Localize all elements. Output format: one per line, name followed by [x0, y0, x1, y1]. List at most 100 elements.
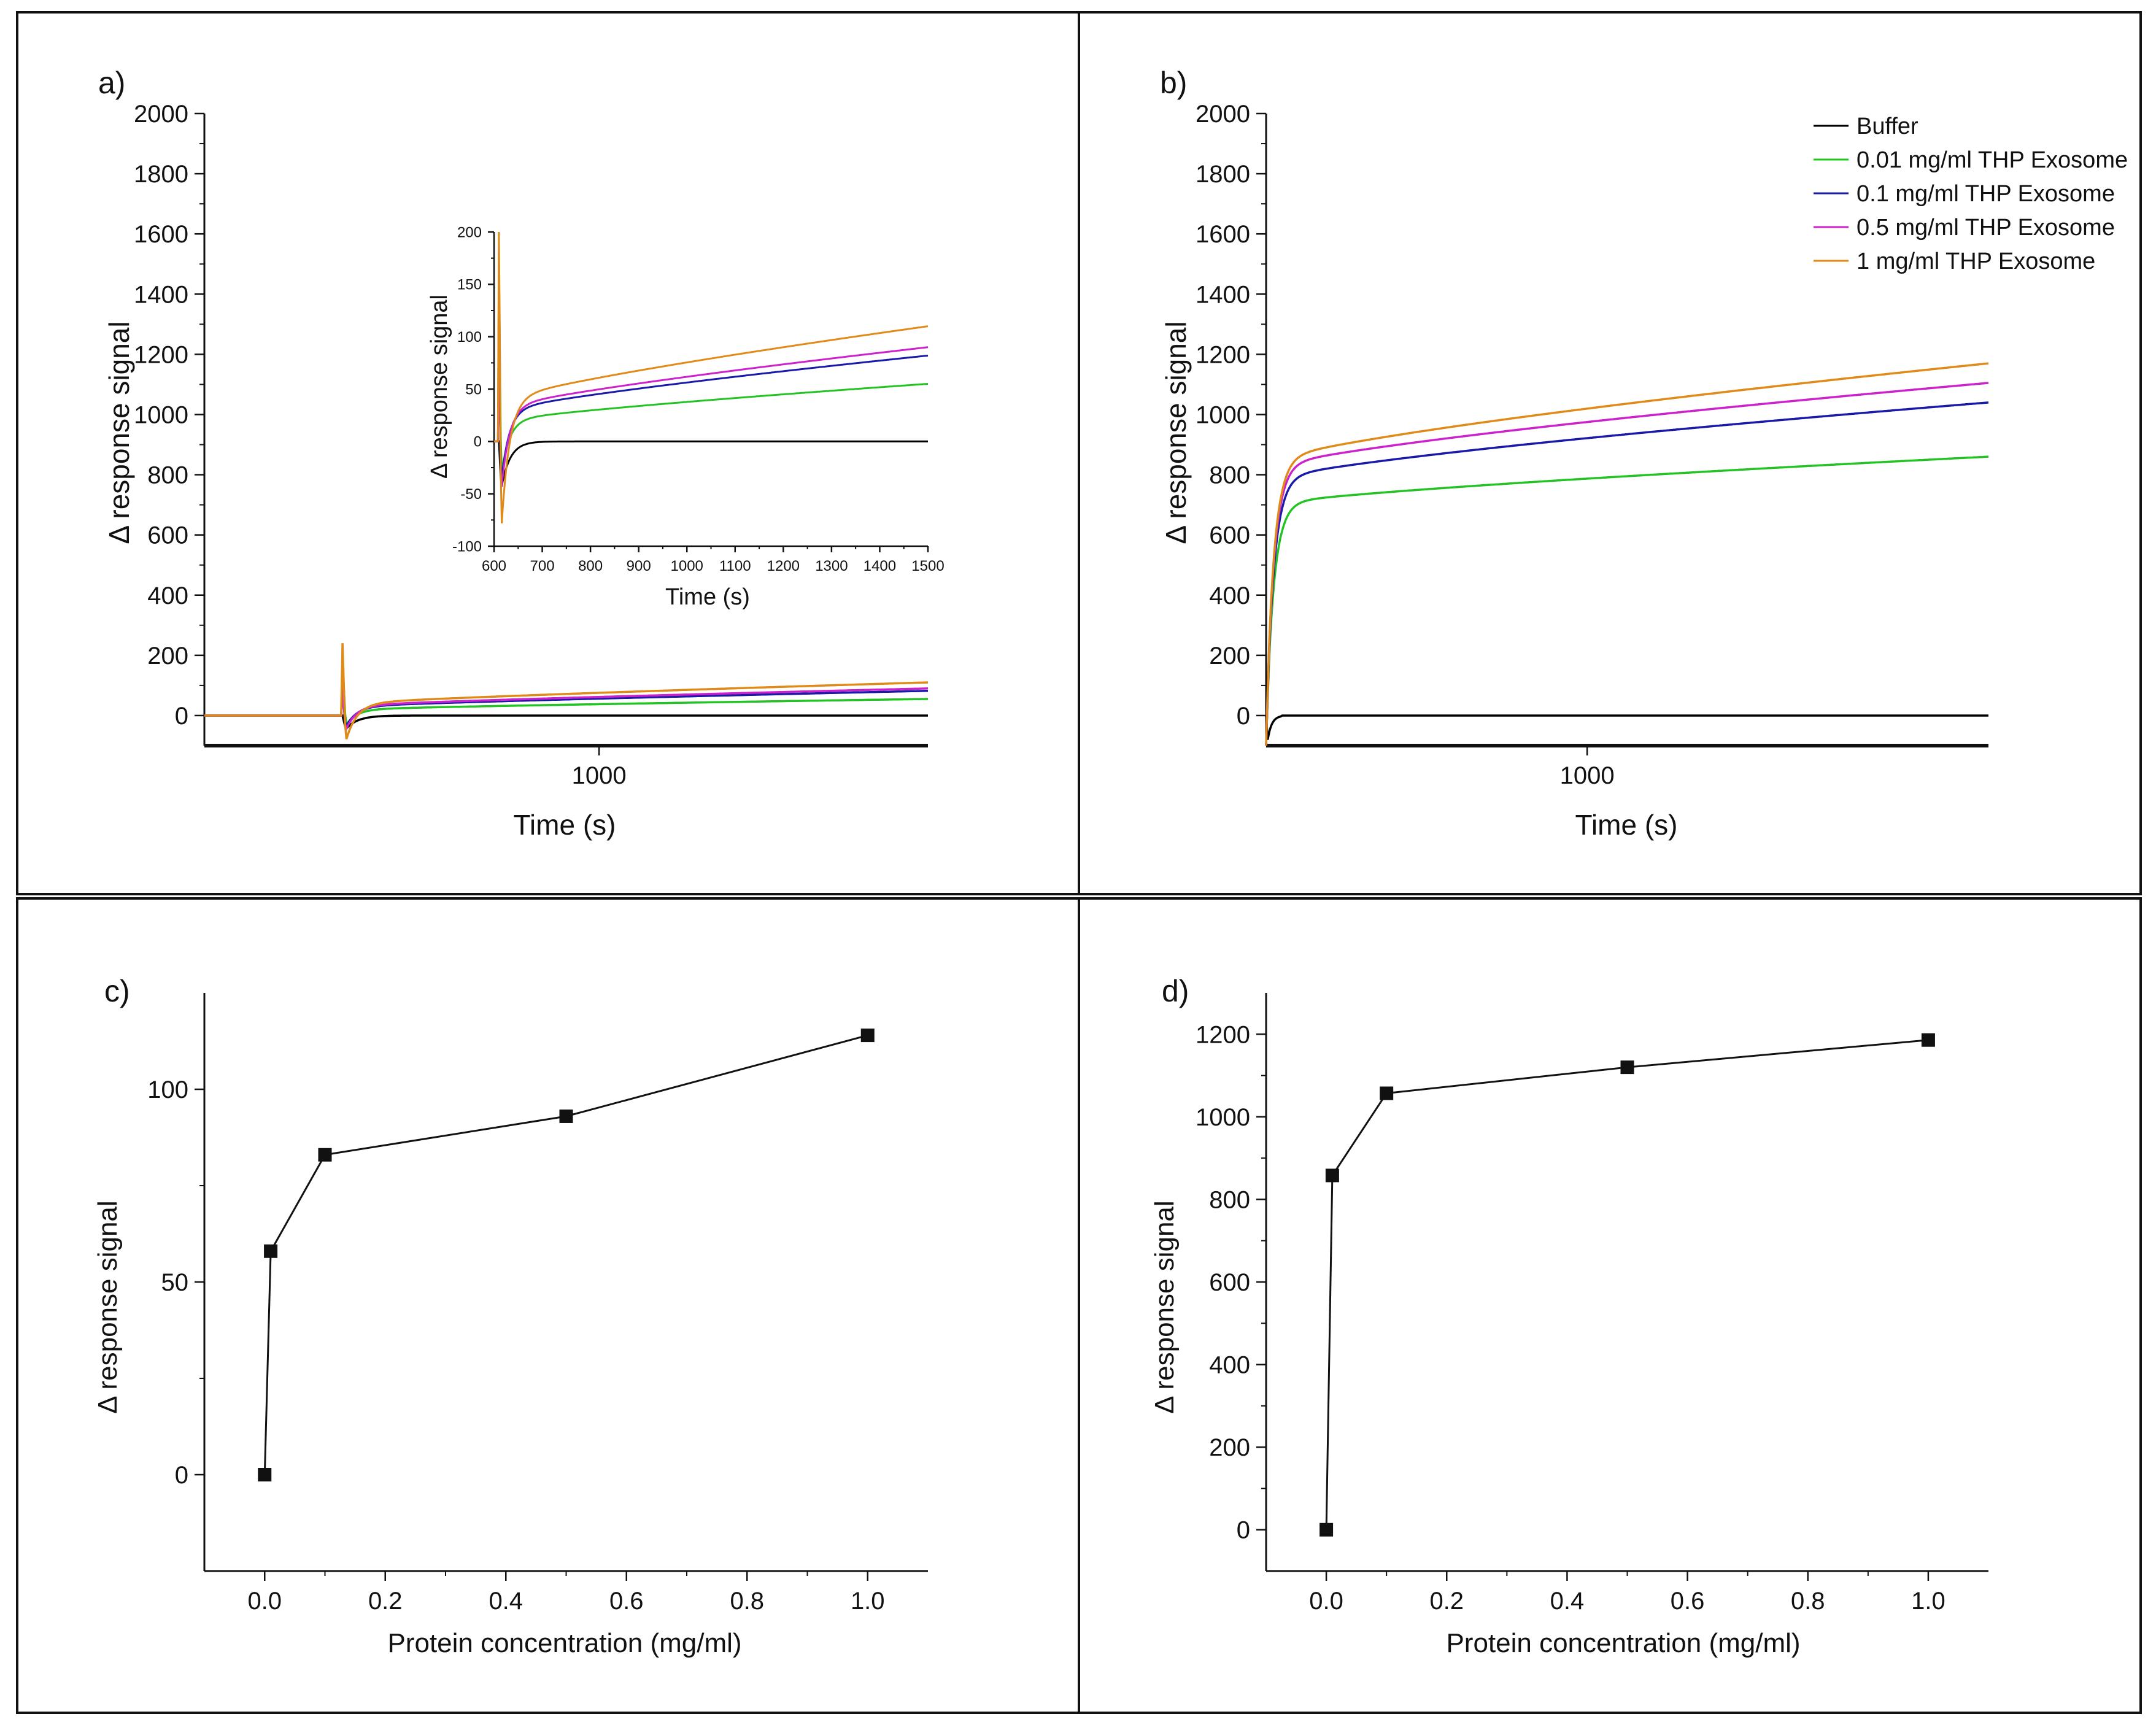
- y-tick-label-a: 1000: [134, 401, 188, 428]
- y-tick-label-a: 600: [147, 522, 188, 549]
- x-tick-label-a-inset: 700: [530, 558, 555, 574]
- y-tick-label-d: 600: [1209, 1269, 1250, 1296]
- y-tick-label-a: 0: [175, 703, 188, 730]
- data-point-c: [258, 1468, 272, 1481]
- panel-label-d: d): [1162, 974, 1189, 1008]
- y-tick-label-c: 50: [161, 1269, 189, 1296]
- y-tick-label-a: 400: [147, 582, 188, 609]
- y-tick-label-a: 800: [147, 462, 188, 489]
- x-tick-label-d: 1.0: [1911, 1588, 1945, 1615]
- series-line-b-2: [1265, 401, 1989, 746]
- x-tick-label-c: 0.6: [609, 1588, 644, 1615]
- inset-series-line-4: [494, 231, 929, 523]
- legend-label-0-1: 0.1 mg/ml THP Exosome: [1857, 181, 2115, 207]
- axis-title-y-c: Δ response signal: [93, 1200, 123, 1413]
- panel-label-a: a): [98, 66, 125, 100]
- data-point-d: [1319, 1523, 1334, 1537]
- x-tick-label-a-inset: 1200: [767, 558, 800, 574]
- series-line-a-4: [204, 643, 929, 739]
- x-tick-label-a-inset: 1100: [719, 558, 751, 574]
- y-tick-label-b: 600: [1209, 522, 1250, 549]
- axis-title-x-a: Time (s): [514, 809, 616, 841]
- y-tick-label-c: 100: [147, 1076, 188, 1103]
- y-tick-label-b: 1400: [1196, 281, 1250, 308]
- series-line-b-0: [1265, 714, 1988, 740]
- x-tick-label-a-inset: 1400: [864, 558, 896, 574]
- inset-series-line-2: [494, 347, 929, 479]
- y-tick-label-d: 1200: [1196, 1021, 1250, 1048]
- y-tick-label-b: 400: [1209, 582, 1250, 609]
- x-tick-label-a-inset: 1300: [815, 558, 848, 574]
- data-point-c: [264, 1244, 278, 1258]
- legend: Buffer 0.01 mg/ml THP Exosome 0.1 mg/ml …: [1814, 114, 2128, 274]
- y-tick-label-a: 1200: [134, 341, 188, 368]
- x-tick-label-d: 0.6: [1671, 1588, 1705, 1615]
- y-tick-label-d: 800: [1209, 1186, 1250, 1213]
- legend-label-0-5: 0.5 mg/ml THP Exosome: [1857, 215, 2115, 241]
- data-point-d: [1620, 1060, 1634, 1075]
- x-tick-label-a-inset: 800: [578, 558, 603, 574]
- y-tick-label-a: 2000: [134, 101, 188, 128]
- panel-frame-d: [1078, 897, 2142, 1714]
- data-point-c: [318, 1148, 332, 1162]
- series-line-b-3: [1265, 382, 1989, 746]
- data-point-c: [559, 1109, 573, 1123]
- y-tick-label-b: 1600: [1196, 221, 1250, 248]
- x-tick-label-d: 0.8: [1791, 1588, 1825, 1615]
- legend-label-1: 1 mg/ml THP Exosome: [1857, 249, 2095, 274]
- y-tick-label-d: 0: [1237, 1517, 1250, 1544]
- x-tick-label-d: 0.0: [1309, 1588, 1343, 1615]
- y-tick-label-d: 400: [1209, 1352, 1250, 1379]
- y-tick-label-a-inset: 100: [457, 329, 482, 346]
- inset-series-line-1: [494, 253, 929, 473]
- series-line-b-4: [1265, 362, 1989, 746]
- data-point-d: [1325, 1168, 1339, 1183]
- inset-series-line-0: [494, 440, 928, 487]
- y-tick-label-b: 2000: [1196, 101, 1250, 128]
- x-tick-label-a-inset: 600: [482, 558, 506, 574]
- inset-axis-title-y: Δ response signal: [427, 295, 452, 479]
- y-tick-label-a-inset: 150: [457, 277, 482, 293]
- y-tick-label-b: 800: [1209, 462, 1250, 489]
- y-tick-label-b: 1200: [1196, 341, 1250, 368]
- data-point-d: [1380, 1086, 1394, 1100]
- y-tick-label-a: 1800: [134, 161, 188, 188]
- x-tick-label-a-inset: 900: [627, 558, 651, 574]
- x-tick-label-a: 1000: [572, 762, 627, 789]
- y-tick-label-b: 0: [1237, 703, 1250, 730]
- panel-label-b: b): [1160, 66, 1187, 100]
- x-tick-label-c: 0.0: [247, 1588, 282, 1615]
- data-point-d: [1921, 1033, 1935, 1047]
- panel-frame-b: [1078, 11, 2142, 895]
- legend-label-buffer: Buffer: [1857, 114, 1918, 139]
- axis-title-x-c: Protein concentration (mg/ml): [387, 1628, 741, 1658]
- y-tick-label-a: 200: [147, 643, 188, 670]
- x-tick-label-d: 0.4: [1550, 1588, 1585, 1615]
- data-point-c: [860, 1029, 875, 1043]
- x-tick-label-c: 1.0: [851, 1588, 885, 1615]
- y-tick-label-d: 1000: [1196, 1104, 1250, 1131]
- panel-label-c: c): [104, 974, 130, 1008]
- inset-axis-title-x: Time (s): [665, 584, 750, 610]
- y-tick-label-b: 1000: [1196, 401, 1250, 428]
- axis-title-x-b: Time (s): [1575, 809, 1678, 841]
- y-tick-label-a: 1400: [134, 281, 188, 308]
- y-tick-label-a-inset: -100: [452, 538, 482, 555]
- x-tick-label-a-inset: 1500: [911, 558, 944, 574]
- inset-series-line-3: [494, 342, 929, 487]
- x-tick-label-c: 0.4: [489, 1588, 523, 1615]
- y-tick-label-a-inset: 0: [474, 434, 482, 450]
- y-tick-label-c: 0: [175, 1462, 188, 1489]
- legend-label-0-01: 0.01 mg/ml THP Exosome: [1857, 147, 2128, 173]
- axis-title-y-a: Δ response signal: [103, 321, 135, 544]
- axis-title-y-b: Δ response signal: [1160, 321, 1192, 544]
- series-line-b-1: [1265, 455, 1989, 746]
- x-tick-label-c: 0.8: [730, 1588, 764, 1615]
- y-tick-label-a: 1600: [134, 221, 188, 248]
- x-tick-label-d: 0.2: [1429, 1588, 1464, 1615]
- y-tick-label-b: 1800: [1196, 161, 1250, 188]
- x-tick-label-a-inset: 1000: [671, 558, 703, 574]
- axis-title-y-d: Δ response signal: [1149, 1200, 1180, 1413]
- x-tick-label-c: 0.2: [368, 1588, 403, 1615]
